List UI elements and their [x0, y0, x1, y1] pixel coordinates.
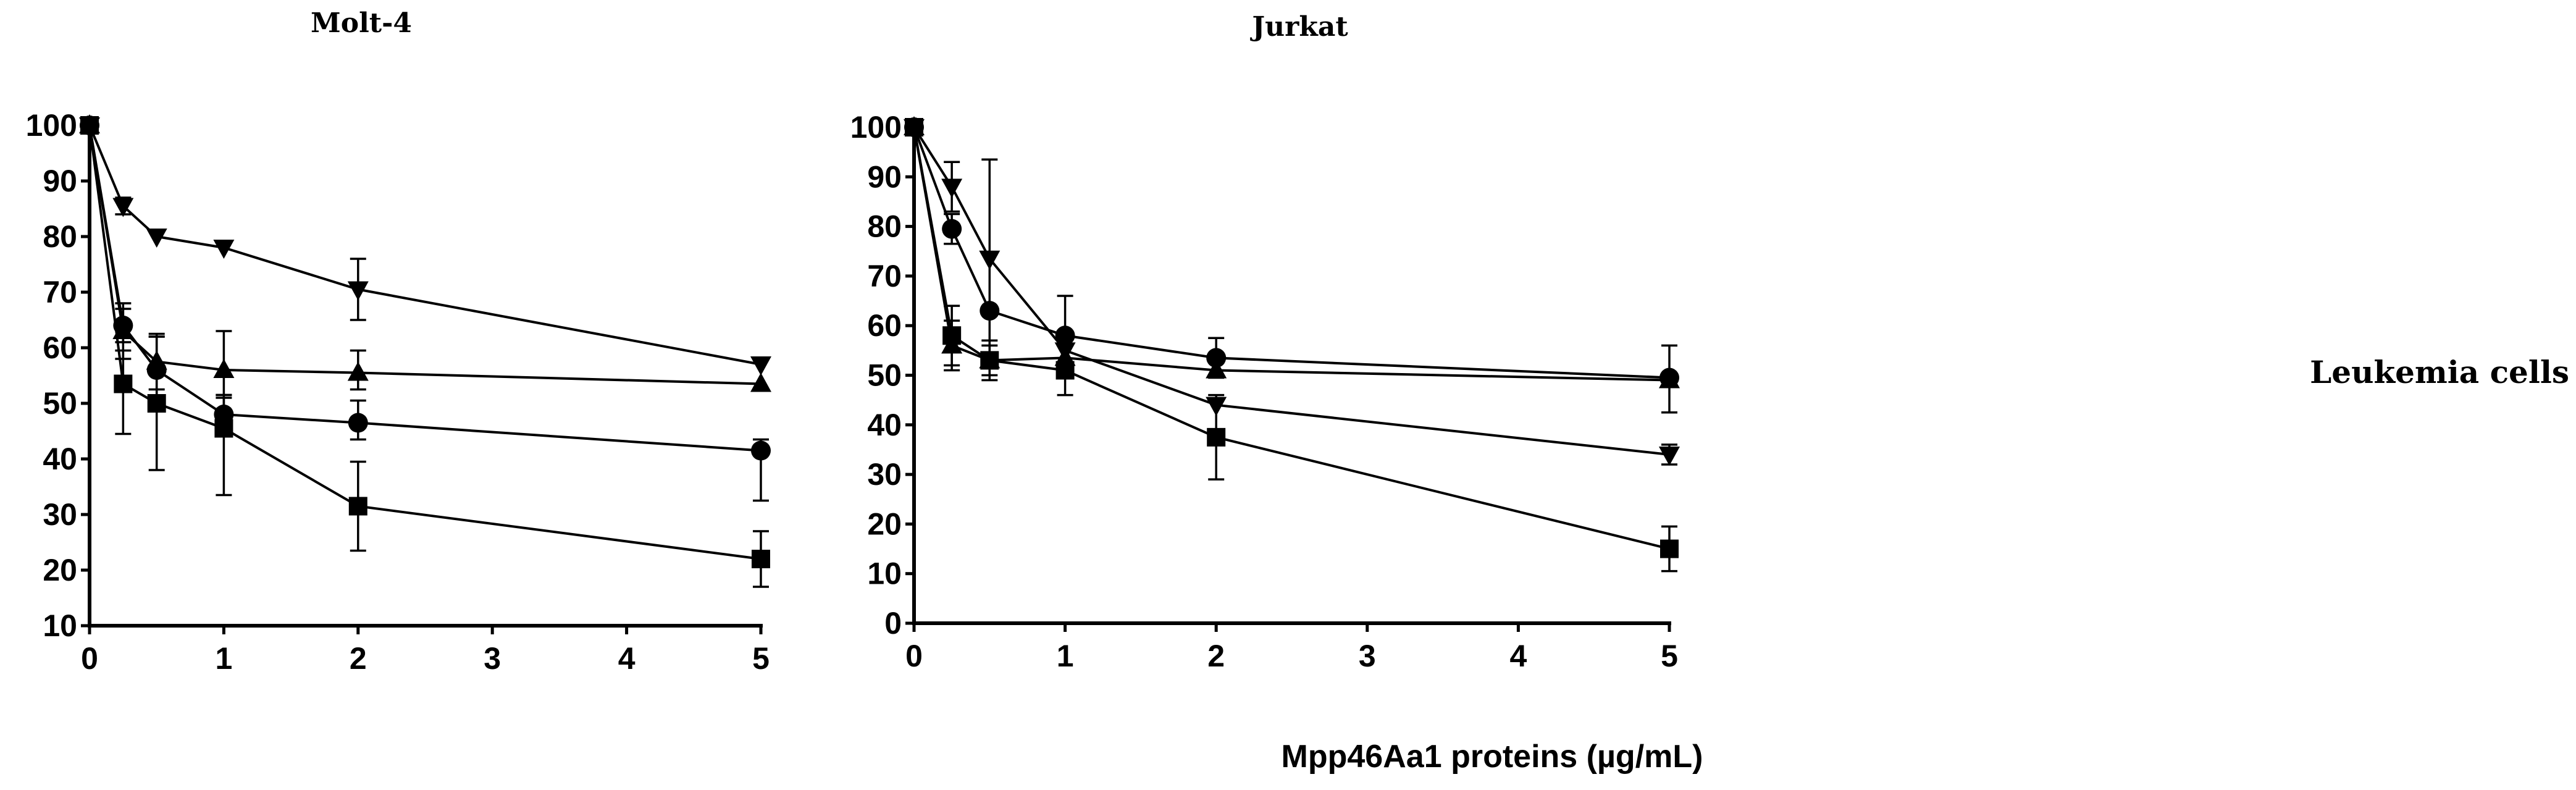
- y-tick-label-70: 70: [867, 259, 902, 293]
- data-point-circle: [751, 440, 771, 461]
- data-point-inverted-triangle: [979, 250, 1001, 270]
- data-point-triangle: [1206, 359, 1227, 379]
- data-point-circle: [942, 219, 962, 239]
- data-point-inverted-triangle: [146, 229, 167, 248]
- data-point-inverted-triangle: [347, 281, 369, 301]
- series-line-square: [88, 125, 761, 560]
- series-line-circle: [88, 125, 761, 452]
- y-tick-label-10: 10: [43, 608, 77, 643]
- data-point-square: [1055, 361, 1075, 380]
- y-tick-label-30: 30: [867, 457, 902, 492]
- series-line-inverted-triangle: [913, 126, 1670, 456]
- y-tick-label-0: 0: [884, 606, 902, 641]
- series-triangle: [904, 116, 1680, 389]
- series-triangle: [79, 114, 771, 397]
- y-tick-label-30: 30: [43, 497, 77, 532]
- data-point-square: [1207, 427, 1226, 447]
- chart-title-molt-4: Molt-4: [311, 7, 412, 39]
- data-point-inverted-triangle: [213, 240, 235, 259]
- data-point-square: [980, 351, 999, 370]
- side-label: Leukemia cells: [2310, 354, 2569, 390]
- y-tick-label-90: 90: [867, 159, 902, 194]
- data-point-square: [147, 394, 166, 413]
- x-tick-label-5: 5: [752, 641, 770, 676]
- series-square: [80, 116, 770, 588]
- series-line-square: [913, 127, 1670, 550]
- y-tick-label-60: 60: [867, 308, 902, 343]
- data-point-square: [348, 497, 367, 516]
- y-tick-label-50: 50: [867, 358, 902, 393]
- data-point-circle: [1055, 326, 1075, 346]
- y-tick-label-100: 100: [850, 110, 902, 145]
- series-line-triangle: [913, 127, 1670, 382]
- y-tick-label-40: 40: [867, 408, 902, 442]
- data-point-square: [1660, 539, 1679, 558]
- series-inverted-triangle: [79, 117, 771, 376]
- data-point-circle: [113, 316, 133, 335]
- series-line-circle: [913, 127, 1670, 379]
- x-tick-label-3: 3: [484, 641, 501, 676]
- data-point-triangle: [347, 361, 369, 381]
- x-tick-label-3: 3: [1359, 639, 1376, 673]
- data-point-inverted-triangle: [112, 198, 134, 217]
- data-point-square: [942, 326, 962, 345]
- series-inverted-triangle: [904, 119, 1680, 466]
- y-tick-label-10: 10: [867, 557, 902, 591]
- data-point-triangle: [213, 359, 235, 378]
- data-point-inverted-triangle: [1659, 446, 1680, 466]
- y-tick-label-90: 90: [43, 164, 77, 198]
- chart-title-jurkat: Jurkat: [1249, 11, 1348, 43]
- y-tick-label-20: 20: [867, 506, 902, 541]
- y-tick-label-80: 80: [867, 209, 902, 244]
- y-tick-label-40: 40: [43, 442, 77, 476]
- chart-jurkat: Jurkat 0 10 20 30 40 50 60 70 80 90 100 0 1 2 3 4 5: [850, 11, 1680, 673]
- data-point-square: [214, 419, 233, 438]
- x-tick-label-1: 1: [215, 641, 232, 676]
- x-tick-label-4: 4: [618, 641, 636, 676]
- series-line-inverted-triangle: [88, 125, 761, 366]
- y-tick-label-80: 80: [43, 219, 77, 254]
- y-tick-label-20: 20: [43, 553, 77, 587]
- data-point-triangle: [750, 372, 771, 392]
- y-tick-label-60: 60: [43, 330, 77, 365]
- data-point-inverted-triangle: [941, 179, 963, 198]
- series-circle: [904, 117, 1679, 414]
- data-point-circle: [1206, 348, 1227, 368]
- data-point-circle: [348, 413, 368, 433]
- y-tick-label-100: 100: [26, 108, 77, 143]
- x-tick-label-0: 0: [905, 639, 923, 673]
- x-tick-label-4: 4: [1509, 639, 1527, 673]
- x-tick-label-5: 5: [1661, 639, 1678, 673]
- data-point-circle: [980, 301, 1000, 321]
- data-point-square: [80, 116, 99, 135]
- y-tick-label-50: 50: [43, 386, 77, 421]
- series-circle: [80, 116, 771, 502]
- data-point-triangle: [1659, 369, 1680, 389]
- x-tick-label-2: 2: [1207, 639, 1225, 673]
- x-axis-title: Mpp46Aa1 proteins (µg/mL): [1282, 739, 1703, 775]
- y-tick-label-70: 70: [43, 275, 77, 309]
- data-point-square: [114, 374, 133, 393]
- x-tick-label-1: 1: [1057, 639, 1074, 673]
- series-square: [905, 118, 1679, 573]
- x-tick-label-0: 0: [81, 641, 98, 676]
- data-point-inverted-triangle: [750, 356, 771, 376]
- data-point-square: [752, 550, 770, 568]
- data-point-square: [905, 118, 923, 137]
- x-tick-label-2: 2: [350, 641, 367, 676]
- chart-molt-4: Molt-4 10 20 30 40 50 60 70 80 90 100 0 1 2 3 4 5: [26, 7, 771, 676]
